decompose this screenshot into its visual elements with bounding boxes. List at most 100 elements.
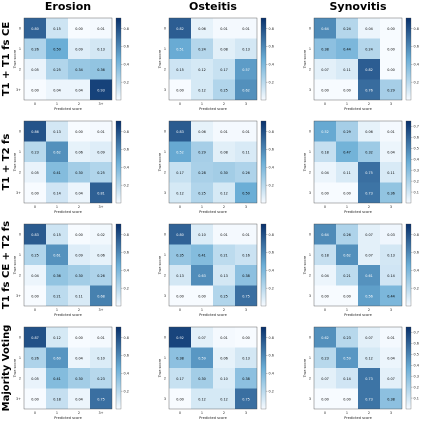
heatmap-cell [24, 182, 46, 203]
y-tick-label: 0 [309, 233, 311, 237]
heatmap-cell [24, 141, 46, 162]
cell-value-label: 0.07 [198, 336, 206, 340]
heatmap-cell [46, 327, 68, 348]
cell-value-label: 0.24 [365, 47, 373, 51]
matrix-frame [168, 326, 258, 410]
cell-value-label: 0.26 [97, 274, 105, 278]
colorbar-tick-label: 0.4 [269, 63, 274, 67]
cell-value-label: 0.23 [321, 356, 329, 360]
cell-value-label: 0.86 [31, 130, 39, 134]
heatmap-cell [68, 285, 90, 306]
cell-value-label: 0.52 [321, 130, 329, 134]
cell-value-label: 0.11 [343, 171, 351, 175]
cell-value-label: 0.07 [365, 336, 373, 340]
colorbar-tick-label: 0.3 [414, 374, 419, 378]
colorbar-tick-label: 0.4 [269, 166, 274, 170]
heatmap-cell [68, 141, 90, 162]
cell-value-label: 0.62 [242, 88, 250, 92]
heatmap-cell [235, 162, 257, 183]
cell-value-label: 0.06 [220, 356, 228, 360]
cell-value-label: 0.00 [75, 130, 83, 134]
heatmap-cell [68, 327, 90, 348]
cell-value-label: 0.04 [365, 27, 373, 31]
heatmap-cell [314, 347, 336, 368]
cell-value-label: 0.12 [220, 397, 228, 401]
colorbar-tick-label: 0.8 [414, 233, 419, 237]
x-tick-label: 2 [223, 205, 225, 209]
x-tick-label: 0 [34, 411, 36, 415]
x-tick-label: 2 [78, 411, 80, 415]
cell-value-label: 0.24 [198, 47, 206, 51]
matrix-frame [313, 17, 403, 101]
cell-value-label: 0.75 [242, 397, 250, 401]
y-tick-label: 3+ [16, 397, 21, 401]
heatmap-cell [68, 162, 90, 183]
cell-value-label: 0.13 [176, 274, 184, 278]
colorbar [260, 223, 267, 307]
x-tick-label: 1 [56, 411, 58, 415]
heatmap-cell [90, 347, 112, 368]
cell-value-label: 0.08 [220, 47, 228, 51]
column-titles: Erosion Osteitis Synovitis [45, 0, 387, 13]
heatmap-cell [68, 265, 90, 286]
x-tick-label: 2 [223, 102, 225, 106]
heatmap-cell [358, 224, 380, 245]
heatmap-cell [169, 162, 191, 183]
cell-value-label: 0.12 [198, 397, 206, 401]
heatmap-cell [46, 162, 68, 183]
heatmap-cell [358, 121, 380, 142]
cell-value-label: 0.28 [198, 171, 206, 175]
heatmap-cell [380, 162, 402, 183]
cell-value-label: 0.15 [53, 233, 61, 237]
y-tick-label: 1 [309, 47, 311, 51]
heatmap-cell [68, 121, 90, 142]
heatmap-cell [314, 38, 336, 59]
cell-value-label: 0.64 [321, 27, 329, 31]
heatmap-cell [169, 388, 191, 409]
colorbar-tick-label: 0.4 [414, 157, 419, 161]
x-axis-label: Predicted score [344, 313, 372, 317]
y-tick-label: 2 [309, 377, 311, 381]
heatmap-cell [358, 265, 380, 286]
heatmap-cell [336, 327, 358, 348]
cell-value-label: 0.62 [343, 253, 351, 257]
x-tick-label: 3+ [99, 411, 104, 415]
x-axis-label: Predicted score [54, 416, 82, 420]
y-tick-label: 0 [164, 130, 166, 134]
y-tick-label: 3 [309, 88, 311, 92]
colorbar-tick-label: 0.6 [414, 342, 419, 346]
heatmap-cell [68, 368, 90, 389]
cell-value-label: 0.25 [220, 88, 228, 92]
row-title: T1 + T2 fs [1, 134, 12, 191]
confusion-matrix-panel: 0.64 0.24 0.04 0.00 0.38 0.44 0.24 0.00 0.07 0.11… [303, 17, 419, 111]
cell-value-label: 0.10 [97, 356, 105, 360]
heatmap-cell [336, 388, 358, 409]
x-axis-label: Predicted score [54, 210, 82, 214]
y-axis-label: True score [13, 255, 17, 275]
heatmap-cell [235, 265, 257, 286]
x-tick-label: 2 [368, 102, 370, 106]
y-tick-label: 1 [164, 253, 166, 257]
heatmap-cell [358, 141, 380, 162]
cell-value-label: 0.25 [53, 68, 61, 72]
heatmap-cell [191, 388, 213, 409]
y-tick-label: 2 [164, 274, 166, 278]
matrix-frame [313, 326, 403, 410]
cell-value-label: 0.73 [365, 397, 373, 401]
heatmap-cell [169, 368, 191, 389]
heatmap-cell [68, 347, 90, 368]
x-tick-label: 3 [390, 411, 392, 415]
y-tick-label: 0 [19, 233, 21, 237]
panels: 0.80 0.15 0.00 0.010.26 0.50 0.09 0.130.05 0.25… [13, 17, 419, 420]
x-tick-label: 0 [179, 205, 181, 209]
heatmap-cell [24, 121, 46, 142]
heatmap-cell [235, 79, 257, 100]
cell-value-label: 0.41 [53, 377, 61, 381]
heatmap-cell [46, 182, 68, 203]
cell-value-label: 0.00 [321, 191, 329, 195]
y-axis-label: True score [158, 49, 162, 69]
heatmap-cell [336, 265, 358, 286]
cell-value-label: 0.81 [97, 191, 105, 195]
colorbar-tick-label: 0.2 [269, 286, 274, 290]
colorbar [405, 326, 412, 410]
